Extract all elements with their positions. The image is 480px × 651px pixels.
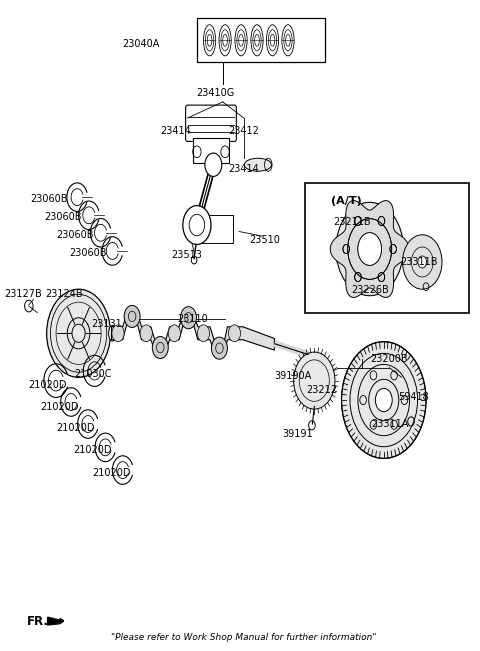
Text: 21020D: 21020D (92, 468, 131, 478)
Text: 23226B: 23226B (351, 285, 389, 295)
Text: 21020D: 21020D (41, 402, 79, 411)
Text: 21020D: 21020D (28, 380, 67, 390)
Circle shape (375, 389, 392, 411)
Circle shape (205, 153, 222, 176)
Text: 23200B: 23200B (371, 354, 408, 364)
Circle shape (152, 337, 168, 359)
Bar (201, 215, 233, 243)
Text: (A/T): (A/T) (331, 196, 361, 206)
Circle shape (197, 325, 210, 342)
Ellipse shape (108, 326, 116, 341)
Text: 23311A: 23311A (372, 419, 409, 429)
Circle shape (183, 206, 211, 245)
Circle shape (180, 307, 196, 329)
Text: 23060B: 23060B (69, 248, 107, 258)
Text: 23040A: 23040A (122, 38, 159, 49)
Bar (305, 183, 469, 312)
Text: 23414: 23414 (228, 163, 259, 174)
Text: 23412: 23412 (228, 126, 259, 136)
Text: 23513: 23513 (171, 251, 202, 260)
FancyBboxPatch shape (186, 105, 236, 141)
Circle shape (47, 289, 110, 378)
Text: 23410G: 23410G (197, 89, 235, 98)
Circle shape (140, 325, 152, 342)
Circle shape (112, 325, 124, 342)
Text: 23060B: 23060B (30, 194, 68, 204)
Text: 21020D: 21020D (57, 423, 95, 433)
Circle shape (168, 325, 180, 342)
Text: 23212: 23212 (306, 385, 337, 395)
Text: FR.: FR. (27, 615, 49, 628)
Text: 21030C: 21030C (74, 369, 111, 379)
Bar (197, 18, 324, 62)
Text: 23127B: 23127B (4, 290, 42, 299)
Text: "Please refer to Work Shop Manual for further information": "Please refer to Work Shop Manual for fu… (111, 633, 377, 643)
Text: 23060B: 23060B (44, 212, 82, 221)
Circle shape (358, 232, 382, 266)
Circle shape (294, 352, 335, 409)
Text: 23311B: 23311B (400, 257, 437, 267)
Text: 23211B: 23211B (333, 217, 371, 227)
Circle shape (212, 337, 228, 359)
Polygon shape (111, 311, 275, 354)
Circle shape (418, 256, 427, 268)
Text: 39190A: 39190A (275, 371, 312, 381)
Circle shape (403, 235, 442, 289)
Text: 23060B: 23060B (56, 230, 94, 240)
Bar (193, 137, 229, 163)
Circle shape (336, 202, 404, 296)
Text: 23414: 23414 (160, 126, 191, 136)
Polygon shape (330, 201, 409, 298)
Text: 23510: 23510 (250, 235, 280, 245)
Text: 39191: 39191 (283, 430, 313, 439)
Ellipse shape (244, 158, 272, 171)
Text: 23131: 23131 (91, 319, 122, 329)
Text: 21020D: 21020D (73, 445, 112, 455)
Circle shape (341, 342, 426, 458)
Text: 23124B: 23124B (46, 290, 84, 299)
Text: 59418: 59418 (398, 392, 429, 402)
Text: 23110: 23110 (177, 314, 207, 324)
Circle shape (228, 325, 240, 342)
Polygon shape (48, 617, 63, 625)
Circle shape (124, 305, 140, 327)
